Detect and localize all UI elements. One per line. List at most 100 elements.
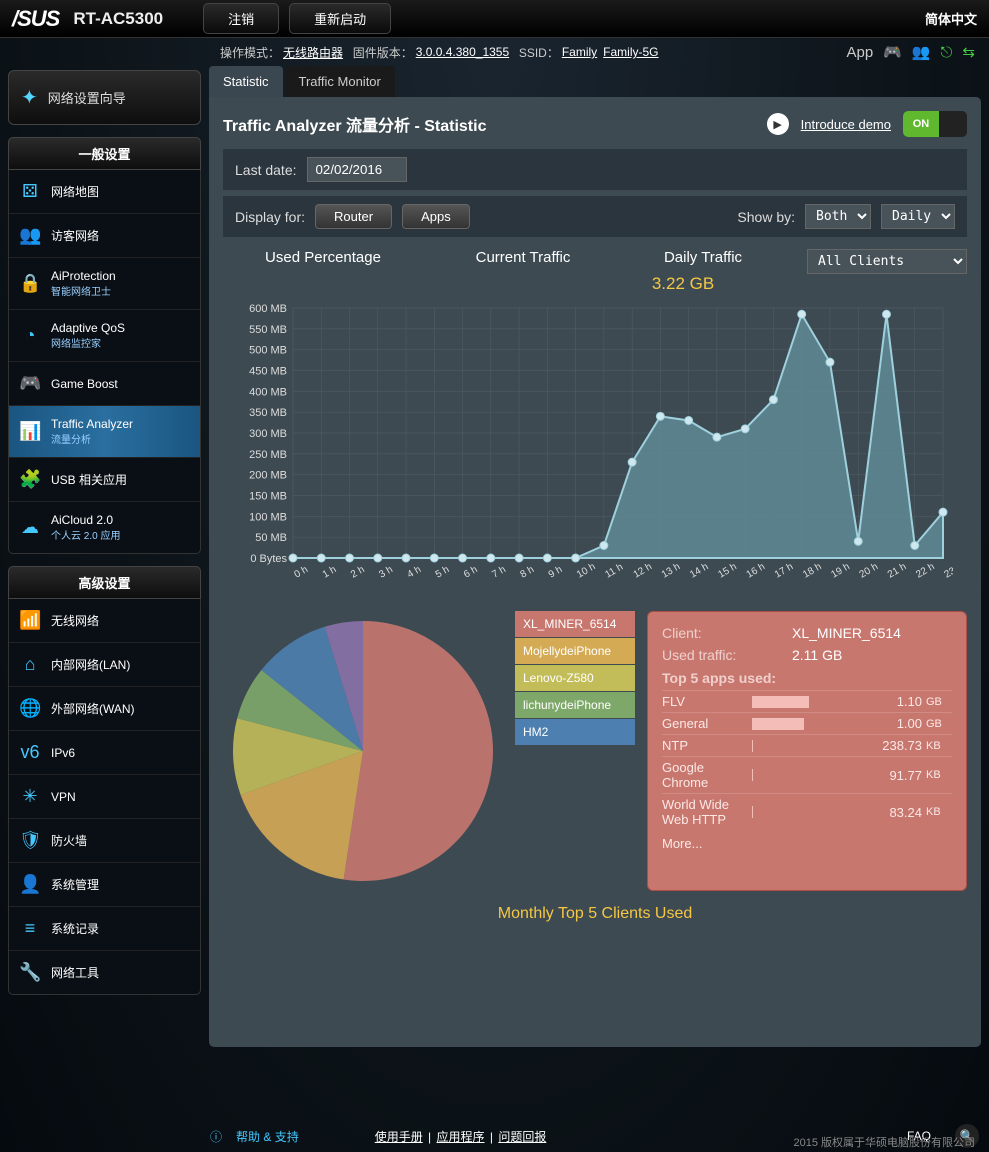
sidebar-item[interactable]: v6 IPv6 [9, 731, 200, 775]
legend-item[interactable]: XL_MINER_6514 [515, 611, 635, 637]
help-link[interactable]: 帮助 & 支持 [236, 1128, 299, 1145]
analyzer-toggle[interactable]: ON [903, 111, 967, 137]
sidebar-item[interactable]: 👤系统管理 [9, 863, 200, 907]
nav-icon: ◔ [19, 325, 41, 346]
svg-text:550 MB: 550 MB [249, 324, 287, 336]
users-icon[interactable]: 👥 [912, 43, 931, 61]
clients-select[interactable]: All Clients [807, 249, 967, 274]
app-row: General1.00GB [662, 712, 952, 734]
sidebar-item[interactable]: ⌂内部网络(LAN) [9, 643, 200, 687]
app-bar [752, 740, 862, 752]
ssid-label: SSID： [519, 44, 559, 61]
setup-wizard-button[interactable]: ✦ 网络设置向导 [8, 70, 201, 125]
manual-link[interactable]: 使用手册 [375, 1130, 423, 1144]
showby-period-select[interactable]: Daily [881, 204, 955, 229]
app-row: Google Chrome91.77KB [662, 756, 952, 793]
app-row: World Wide Web HTTP83.24KB [662, 793, 952, 830]
client-detail-panel: Client:XL_MINER_6514 Used traffic:2.11 G… [647, 611, 967, 891]
apps-link[interactable]: 应用程序 [437, 1130, 485, 1144]
tab-statistic[interactable]: Statistic [209, 66, 283, 97]
svg-text:8 h: 8 h [519, 564, 537, 580]
section-general: 一般设置 [8, 137, 201, 170]
reboot-button[interactable]: 重新启动 [289, 3, 391, 34]
sidebar-item[interactable]: 📶无线网络 [9, 599, 200, 643]
svg-text:250 MB: 250 MB [249, 449, 287, 461]
nav-icon: ⌂ [19, 654, 41, 675]
play-icon[interactable]: ▶ [767, 113, 789, 135]
link-icon[interactable]: ⇆ [962, 43, 975, 61]
fw-value[interactable]: 3.0.0.4.380_1355 [416, 45, 509, 59]
svg-text:22 h: 22 h [914, 561, 936, 580]
brand-logo: /SUS [12, 6, 59, 32]
nav-icon: 🔧 [19, 962, 41, 983]
svg-text:17 h: 17 h [773, 561, 795, 580]
nav-icon: v6 [19, 742, 41, 763]
more-link[interactable]: More... [662, 830, 952, 851]
ssid1[interactable]: Family [562, 45, 597, 59]
sidebar-item[interactable]: 🧩USB 相关应用 [9, 458, 200, 502]
gamepad-icon[interactable]: 🎮 [883, 43, 902, 61]
section-advanced: 高级设置 [8, 566, 201, 599]
app-unit: GB [922, 718, 952, 730]
sidebar: ✦ 网络设置向导 一般设置 ⚄网络地图👥访客网络🔒AiProtection智能网… [8, 66, 201, 1047]
lastdate-input[interactable] [307, 157, 407, 182]
used-value: 2.11 GB [792, 647, 842, 663]
app-label: App [846, 44, 873, 61]
sidebar-item[interactable]: 🔒AiProtection智能网络卫士 [9, 258, 200, 310]
app-name: NTP [662, 738, 752, 753]
svg-text:23 h: 23 h [942, 561, 953, 580]
nav-general: ⚄网络地图👥访客网络🔒AiProtection智能网络卫士◔Adaptive Q… [8, 170, 201, 554]
nav-label: 防火墙 [51, 832, 87, 849]
sidebar-item[interactable]: ✳VPN [9, 775, 200, 819]
sidebar-item[interactable]: ⚄网络地图 [9, 170, 200, 214]
nav-label: IPv6 [51, 746, 75, 760]
legend-item[interactable]: HM2 [515, 719, 635, 745]
wizard-label: 网络设置向导 [48, 88, 126, 107]
logout-button[interactable]: 注销 [203, 3, 279, 34]
app-value: 91.77 [862, 768, 922, 783]
app-name: FLV [662, 694, 752, 709]
nav-icon: 🛡 [19, 830, 41, 851]
sidebar-item[interactable]: 📊Traffic Analyzer流量分析 [9, 406, 200, 458]
legend-item[interactable]: MojellydeiPhone [515, 638, 635, 664]
sidebar-item[interactable]: 🎮Game Boost [9, 362, 200, 406]
ssid2[interactable]: Family-5G [603, 45, 658, 59]
sidebar-item[interactable]: 👥访客网络 [9, 214, 200, 258]
sidebar-item[interactable]: ☁AiCloud 2.0个人云 2.0 应用 [9, 502, 200, 553]
mode-value[interactable]: 无线路由器 [283, 44, 343, 61]
sidebar-item[interactable]: ◔Adaptive QoS网络监控家 [9, 310, 200, 362]
lastdate-label: Last date: [235, 162, 297, 178]
usb-icon[interactable]: ⎋ [941, 44, 953, 61]
nav-icon: 🌐 [19, 698, 41, 719]
nav-icon: ✳ [19, 786, 41, 807]
nav-icon: 📶 [19, 610, 41, 631]
top5-label: Top 5 apps used: [662, 670, 952, 686]
model-name: RT-AC5300 [73, 9, 163, 29]
sidebar-item[interactable]: 🔧网络工具 [9, 951, 200, 994]
sidebar-item[interactable]: 🌐外部网络(WAN) [9, 687, 200, 731]
svg-text:200 MB: 200 MB [249, 470, 287, 482]
app-bar [752, 718, 862, 730]
app-row: FLV1.10GB [662, 690, 952, 712]
copyright: 2015 版权属于华硕电脑股份有限公司 [793, 1134, 975, 1150]
language-selector[interactable]: 简体中文 [925, 9, 977, 28]
app-icons: App 🎮 👥 ⎋ ⇆ [846, 43, 975, 61]
router-button[interactable]: Router [315, 204, 392, 229]
svg-text:2 h: 2 h [349, 564, 367, 580]
nav-advanced: 📶无线网络⌂内部网络(LAN)🌐外部网络(WAN) v6 IPv6 ✳VPN 🛡 防火墙 👤… [8, 599, 201, 995]
sidebar-item[interactable]: 🛡 防火墙 [9, 819, 200, 863]
svg-text:7 h: 7 h [490, 564, 508, 580]
sidebar-item[interactable]: ≡系统记录 [9, 907, 200, 951]
tab-traffic-monitor[interactable]: Traffic Monitor [285, 66, 395, 97]
app-unit: KB [922, 740, 952, 752]
intro-demo-link[interactable]: Introduce demo [801, 117, 891, 132]
hdr-current: Current Traffic [423, 249, 623, 274]
legend-item[interactable]: Lenovo-Z580 [515, 665, 635, 691]
nav-icon: 🎮 [19, 373, 41, 394]
legend-item[interactable]: lichunydeiPhone [515, 692, 635, 718]
svg-text:21 h: 21 h [886, 561, 908, 580]
pie-legend: XL_MINER_6514MojellydeiPhoneLenovo-Z580l… [515, 611, 635, 891]
apps-button[interactable]: Apps [402, 204, 470, 229]
showby-type-select[interactable]: Both [805, 204, 871, 229]
feedback-link[interactable]: 问题回报 [498, 1130, 546, 1144]
